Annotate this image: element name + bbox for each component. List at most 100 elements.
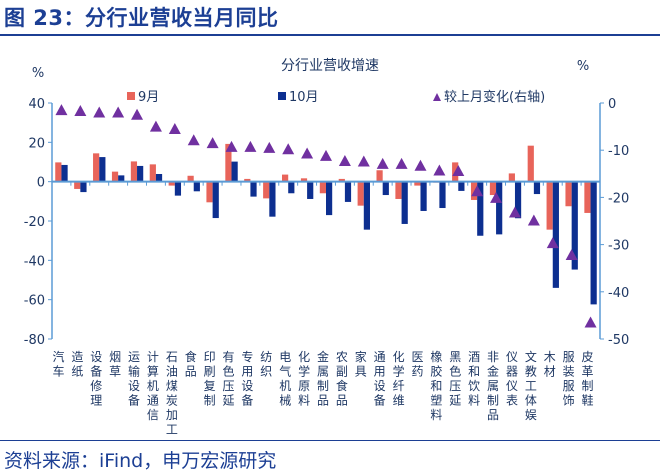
bar-oct — [155, 173, 163, 182]
bar-oct — [80, 181, 87, 193]
bar-sep — [395, 181, 402, 199]
category-label: 造纸 — [71, 350, 83, 379]
category-label: 农副食品 — [336, 350, 348, 408]
right-tick-label: -20 — [608, 191, 629, 206]
change-triangle-marker — [546, 237, 559, 249]
category-label: 皮革制鞋 — [582, 350, 594, 408]
change-triangle-marker — [55, 104, 68, 116]
bar-oct — [382, 181, 389, 196]
category-label: 化学原料 — [298, 350, 310, 408]
category-label: 酒和饮料 — [468, 350, 480, 408]
bar-sep — [93, 153, 100, 182]
category-label: 非金属制品 — [487, 350, 499, 422]
change-triangle-marker — [263, 141, 276, 153]
category-label: 化学纤维 — [393, 350, 405, 408]
change-triangle-marker — [131, 108, 144, 120]
change-triangle-marker — [225, 140, 238, 152]
bar-oct — [344, 181, 352, 202]
change-triangle-marker — [244, 140, 257, 152]
bar-oct — [118, 175, 125, 182]
bar-sep — [263, 181, 270, 199]
right-tick-label: -10 — [608, 144, 629, 159]
left-tick-label: -40 — [24, 254, 45, 269]
chart: 分行业营收增速 % % 9月 10月 较上月变化(右轴) 40 20 0 -20 -40… — [24, 58, 629, 437]
change-triangle-marker — [74, 105, 87, 117]
bar-oct — [514, 181, 522, 219]
left-tick-label: -20 — [24, 215, 45, 230]
change-triangle-marker — [301, 147, 314, 159]
bar-oct — [231, 161, 238, 182]
category-label: 服装服饰 — [563, 350, 575, 408]
category-label: 文教工体娱 — [525, 349, 537, 422]
category-label: 有色压延 — [223, 350, 235, 408]
bar-oct — [590, 181, 597, 305]
change-triangle-marker — [187, 134, 200, 146]
legend-triangle-icon — [433, 93, 441, 101]
category-label: 专用设备 — [241, 349, 253, 408]
bar-oct — [439, 181, 446, 209]
bar-sep — [149, 164, 156, 182]
bar-oct — [458, 181, 465, 191]
left-tick-label: -60 — [24, 294, 45, 309]
bar-sep — [111, 171, 119, 182]
category-label: 金属制品 — [317, 349, 329, 408]
category-label: 石油煤炭加工 — [166, 350, 178, 437]
change-triangle-marker — [112, 106, 125, 118]
left-tick-label: 0 — [37, 176, 45, 191]
bar-oct — [269, 181, 276, 217]
category-label: 医药 — [411, 350, 423, 379]
change-triangle-marker — [357, 155, 370, 167]
left-tick-label: 40 — [28, 97, 45, 112]
change-triangle-marker — [282, 143, 295, 155]
legend-swatch-sep — [127, 92, 135, 100]
bar-sep — [357, 181, 364, 206]
bar-oct — [326, 181, 333, 216]
bar-oct — [533, 181, 541, 195]
title-divider — [0, 34, 660, 36]
category-label: 家具 — [355, 349, 367, 379]
change-triangle-marker — [490, 191, 503, 203]
category-label: 橡胶和塑料 — [430, 350, 442, 422]
bar-sep — [376, 170, 383, 182]
left-tick-label: -80 — [24, 333, 45, 348]
change-triangle-marker — [395, 157, 408, 169]
category-label: 纺织 — [260, 350, 272, 379]
bar-sep — [168, 181, 175, 186]
change-triangle-marker — [433, 164, 446, 176]
source-note: 资料来源：iFind，申万宏源研究 — [4, 450, 277, 472]
change-triangle-marker — [584, 316, 597, 328]
bar-oct — [250, 181, 257, 197]
legend-swatch-oct — [278, 92, 286, 100]
bar-sep — [74, 181, 81, 189]
right-tick-label: -30 — [608, 239, 629, 254]
change-triangle-marker — [168, 122, 181, 134]
category-label: 木材 — [544, 350, 556, 379]
bar-sep — [319, 181, 326, 194]
bar-sep — [546, 181, 553, 230]
bar-oct — [137, 165, 144, 182]
bar-oct — [496, 181, 503, 235]
bar-sep — [300, 178, 308, 182]
category-label: 食品 — [185, 349, 197, 379]
change-triangle-marker — [452, 164, 465, 176]
right-axis-unit: % — [577, 59, 589, 74]
legend-label-sep: 9月 — [138, 90, 159, 105]
legend-label-oct: 10月 — [289, 90, 319, 105]
change-triangle-marker — [206, 137, 219, 149]
category-label: 仪器仪表 — [506, 350, 518, 408]
category-label: 设备修理 — [90, 350, 102, 408]
bar-sep — [130, 161, 138, 182]
category-label: 通用设备 — [374, 350, 386, 408]
right-tick-label: 0 — [608, 97, 616, 112]
change-triangle-marker — [149, 120, 162, 132]
bar-sep — [206, 181, 213, 203]
category-label: 计算机通信 — [147, 350, 159, 422]
category-label: 汽车 — [52, 349, 64, 379]
bar-sep — [470, 181, 478, 200]
change-triangle-marker — [508, 206, 521, 218]
category-label: 电气机械 — [279, 350, 291, 408]
change-triangle-marker — [320, 149, 332, 161]
bar-sep — [489, 181, 497, 196]
bar-oct — [193, 181, 200, 192]
